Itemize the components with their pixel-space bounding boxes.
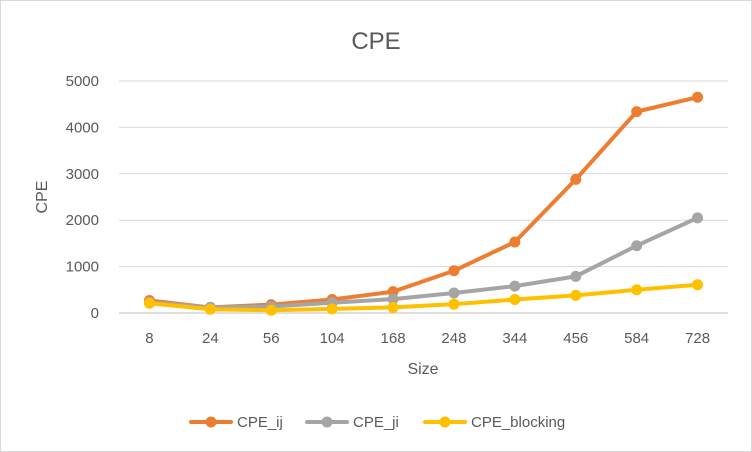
- x-tick-label: 104: [320, 330, 345, 347]
- data-point-cpe-ij: [509, 236, 521, 248]
- legend-item-cpe-ij: CPE_ij: [189, 414, 283, 431]
- chart-title: CPE: [351, 28, 400, 55]
- y-tick-label: 3000: [66, 166, 99, 183]
- series-line-cpe-ij: [147, 95, 700, 310]
- data-point-cpe-blocking: [387, 301, 399, 313]
- y-tick-label: 5000: [66, 73, 99, 90]
- legend-item-cpe-blocking: CPE_blocking: [423, 414, 565, 431]
- legend: CPE_ij CPE_ji CPE_blocking: [189, 414, 565, 431]
- x-tick-label: 584: [624, 330, 649, 347]
- x-tick-label: 24: [202, 330, 219, 347]
- x-tick-label: 56: [263, 330, 280, 347]
- legend-label: CPE_blocking: [471, 414, 565, 431]
- data-point-cpe-ji: [448, 287, 460, 299]
- x-axis-ticks: 8 24 56 104 168 248 344 456 584 728: [145, 330, 710, 347]
- series-line-cpe-blocking: [147, 282, 700, 313]
- y-tick-label: 2000: [66, 212, 99, 229]
- series-cpe-ij: [143, 91, 704, 313]
- y-axis-label: CPE: [34, 181, 51, 214]
- data-point-cpe-blocking: [265, 304, 277, 316]
- series-cpe-blocking: [143, 279, 704, 316]
- data-point-cpe-blocking: [143, 297, 155, 309]
- legend-label: CPE_ij: [237, 414, 283, 431]
- data-point-cpe-blocking: [326, 303, 338, 315]
- data-point-cpe-blocking: [631, 284, 643, 296]
- legend-item-cpe-ji: CPE_ji: [305, 414, 399, 431]
- y-tick-label: 4000: [66, 119, 99, 136]
- gridlines: [119, 80, 728, 314]
- x-tick-label: 344: [502, 330, 527, 347]
- x-tick-label: 248: [441, 330, 466, 347]
- data-point-cpe-ij: [448, 265, 460, 277]
- y-tick-label: 0: [91, 305, 99, 322]
- legend-swatch-marker: [439, 416, 451, 428]
- data-point-cpe-ji: [387, 293, 399, 305]
- legend-swatch-marker: [321, 416, 333, 428]
- data-point-cpe-ij: [570, 173, 582, 185]
- legend-swatch-marker: [205, 416, 217, 428]
- x-tick-label: 456: [563, 330, 588, 347]
- x-tick-label: 728: [685, 330, 710, 347]
- x-tick-label: 168: [381, 330, 406, 347]
- x-axis-label: Size: [407, 361, 438, 378]
- data-point-cpe-ji: [631, 240, 643, 252]
- y-tick-label: 1000: [66, 259, 99, 276]
- series-line-cpe-ji: [147, 215, 700, 310]
- legend-label: CPE_ji: [353, 414, 399, 431]
- data-point-cpe-blocking: [448, 298, 460, 310]
- y-axis-ticks: 0 1000 2000 3000 4000 5000: [66, 73, 99, 322]
- data-point-cpe-blocking: [692, 279, 704, 291]
- data-point-cpe-blocking: [204, 303, 216, 315]
- data-point-cpe-blocking: [509, 294, 521, 306]
- data-point-cpe-ij: [692, 91, 704, 103]
- series-lines: [143, 91, 704, 316]
- series-cpe-ji: [143, 212, 704, 313]
- x-tick-label: 8: [145, 330, 153, 347]
- data-point-cpe-ji: [509, 280, 521, 292]
- data-point-cpe-ij: [631, 106, 643, 118]
- data-point-cpe-blocking: [570, 289, 582, 301]
- data-point-cpe-ji: [692, 212, 704, 224]
- data-point-cpe-ji: [570, 270, 582, 282]
